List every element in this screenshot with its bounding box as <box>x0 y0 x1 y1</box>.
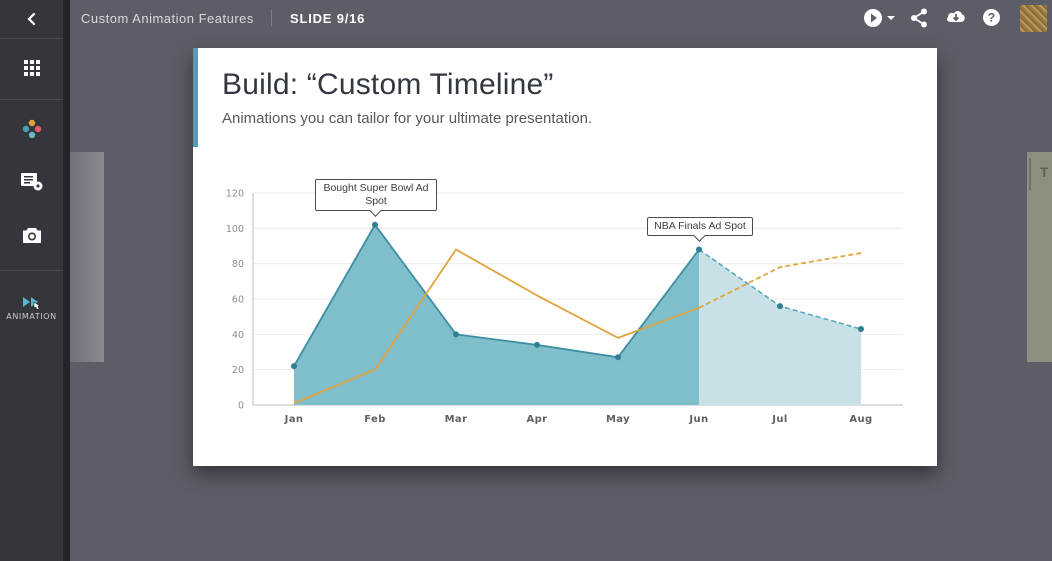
area-point <box>777 303 783 310</box>
camera-icon <box>22 227 41 243</box>
slide-counter: SLIDE 9/16 <box>290 11 366 26</box>
area-point <box>615 354 621 361</box>
slide-title: Build: “Custom Timeline” <box>222 68 554 101</box>
previous-slide-preview[interactable] <box>70 152 104 362</box>
chevron-down-icon[interactable] <box>886 14 896 22</box>
grid-icon <box>23 60 40 76</box>
share-button[interactable] <box>910 8 928 28</box>
back-button[interactable] <box>0 0 63 38</box>
area-point <box>453 331 459 338</box>
y-tick-label: 120 <box>226 189 244 200</box>
y-tick-label: 60 <box>232 295 244 306</box>
y-tick-label: 80 <box>232 259 244 270</box>
download-button[interactable] <box>946 8 966 26</box>
x-tick-label: Jan <box>284 414 304 425</box>
line-solid <box>293 248 700 405</box>
title-separator <box>271 9 272 26</box>
chevron-left-icon <box>26 12 35 26</box>
settings-button[interactable] <box>0 165 63 199</box>
next-slide-accent <box>1029 158 1031 190</box>
sidebar-divider <box>0 99 63 100</box>
palette-dots-icon <box>22 119 41 139</box>
area-point <box>858 326 864 333</box>
sidebar-edge <box>63 0 70 561</box>
line-future <box>698 252 862 309</box>
x-tick-label: Apr <box>526 414 547 425</box>
area-point <box>372 221 378 228</box>
cursor-hand-icon <box>33 301 41 309</box>
x-tick-label: Mar <box>445 414 468 425</box>
help-icon: ? <box>983 9 1000 26</box>
x-tick-label: Jun <box>688 414 708 425</box>
sidebar-divider <box>0 38 63 39</box>
area-point <box>291 363 297 370</box>
next-slide-title: T <box>1040 164 1049 180</box>
theme-button[interactable] <box>0 112 63 146</box>
play-forward-icon <box>22 297 41 309</box>
area-future-fill <box>699 249 861 405</box>
x-tick-label: May <box>606 414 630 425</box>
snapshot-button[interactable] <box>0 218 63 252</box>
sidebar-divider <box>0 270 63 271</box>
area-solid-fill <box>294 224 699 405</box>
x-tick-label: Aug <box>849 414 872 425</box>
slide-canvas: Build: “Custom Timeline” Animations you … <box>193 48 937 466</box>
x-tick-label: Feb <box>364 414 386 425</box>
x-tick-label: Jul <box>771 414 787 425</box>
chart-annotation: NBA Finals Ad Spot <box>647 216 753 236</box>
animation-button[interactable]: ANIMATION <box>0 290 63 326</box>
y-tick-label: 100 <box>226 224 244 235</box>
top-bar: Custom Animation Features SLIDE 9/16 ? <box>70 0 1052 36</box>
play-icon <box>864 9 882 27</box>
play-button[interactable] <box>863 8 896 28</box>
avatar[interactable] <box>1020 5 1047 32</box>
chart-annotation: Bought Super Bowl Ad Spot <box>315 178 437 211</box>
area-point <box>534 341 540 348</box>
sidebar: ANIMATION <box>0 0 63 561</box>
next-slide-preview[interactable]: T <box>1027 152 1052 362</box>
download-icon <box>947 10 965 22</box>
animation-label: ANIMATION <box>6 312 57 321</box>
y-tick-label: 20 <box>232 365 244 376</box>
share-icon <box>911 8 927 28</box>
deck-title: Custom Animation Features <box>81 11 254 26</box>
grid-button[interactable] <box>0 50 63 86</box>
svg-text:?: ? <box>988 11 995 25</box>
timeline-chart: 0 20 40 60 80 100 120 Jan Feb Mar Apr May Jun Jul Aug <box>226 189 903 425</box>
area-point <box>696 246 702 253</box>
slide-accent-bar <box>193 48 198 147</box>
y-tick-label: 40 <box>232 330 244 341</box>
list-settings-icon <box>20 173 42 191</box>
y-tick-label: 0 <box>238 401 244 412</box>
slide-subtitle: Animations you can tailor for your ultim… <box>222 110 593 127</box>
area-solid-line <box>293 223 700 367</box>
help-button[interactable]: ? <box>982 8 1001 27</box>
